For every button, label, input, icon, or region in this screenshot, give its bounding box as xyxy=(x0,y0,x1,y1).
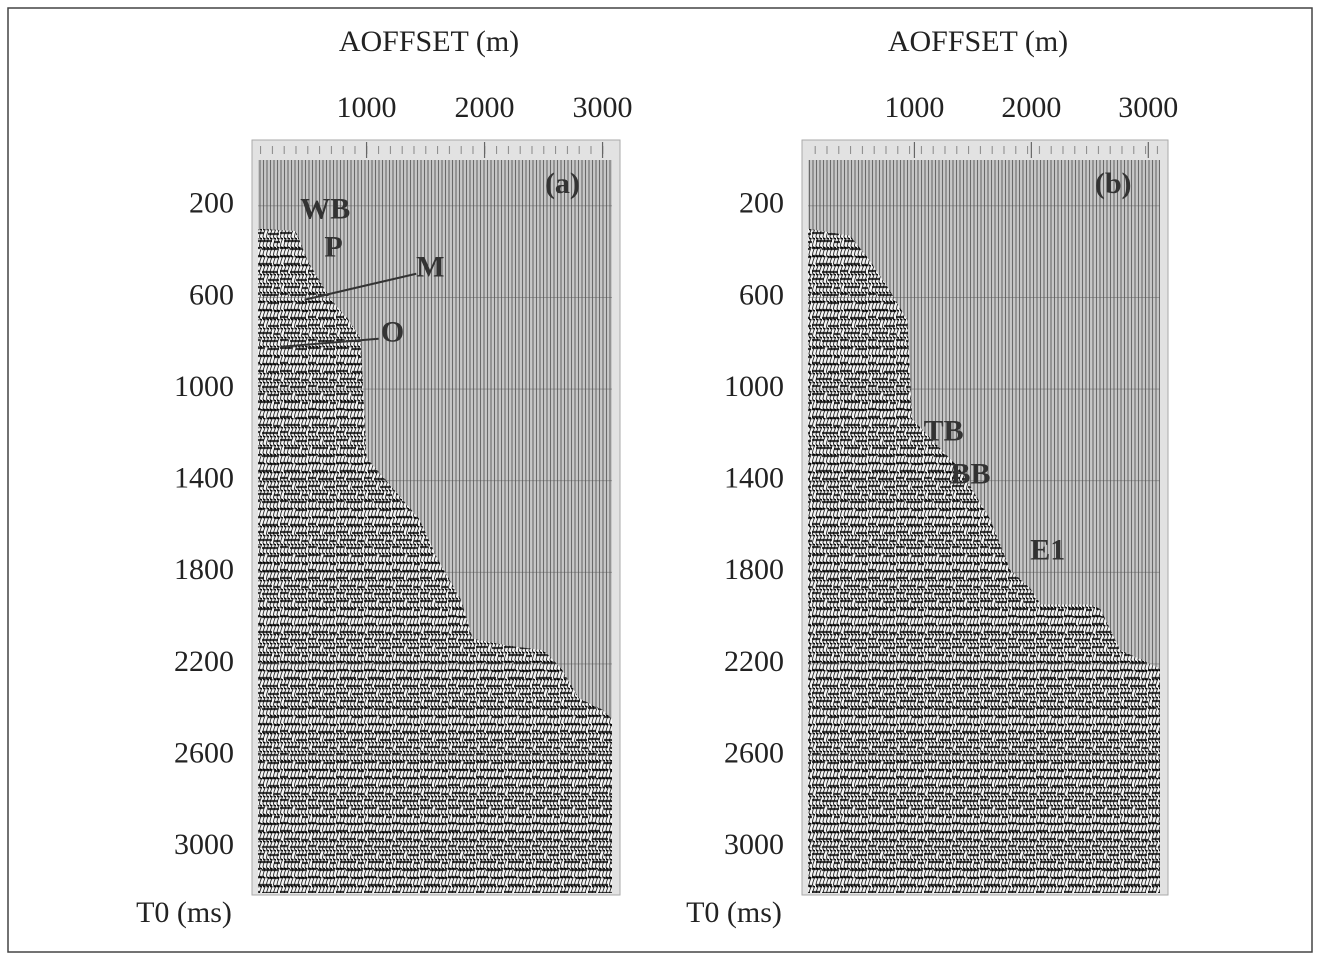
annotation: TB xyxy=(924,414,964,447)
y-tick-label: 1800 xyxy=(174,553,234,586)
y-tick-label: 200 xyxy=(189,187,234,220)
panel: 200 600 1000 1400 1800 2200 2600 3000 1000 2000 30… xyxy=(686,25,1178,929)
panel: 200 600 1000 1400 1800 2200 2600 3000 1000 2000 30… xyxy=(136,25,632,929)
y-tick-label: 200 xyxy=(739,187,784,220)
minor-ticks xyxy=(258,140,612,160)
y-tick-label: 3000 xyxy=(724,828,784,861)
annotation-arrow xyxy=(304,272,417,301)
x-axis-title: AOFFSET (m) xyxy=(339,25,519,58)
y-tick-label: 2600 xyxy=(174,736,234,769)
y-tick-label: 600 xyxy=(189,278,234,311)
y-tick-label: 2200 xyxy=(174,645,234,678)
x-axis-title: AOFFSET (m) xyxy=(888,25,1068,58)
y-tick-label: 2600 xyxy=(724,736,784,769)
x-tick-label: 1000 xyxy=(884,91,944,124)
annotation: (a) xyxy=(545,167,580,200)
annotation: BB xyxy=(951,457,991,490)
y-axis-title: T0 (ms) xyxy=(136,896,232,929)
y-tick-label: 1400 xyxy=(174,462,234,495)
annotation: E1 xyxy=(1030,533,1065,566)
x-tick-label: 2000 xyxy=(1001,91,1061,124)
x-tick-label: 2000 xyxy=(455,91,515,124)
x-tick-label: 1000 xyxy=(337,91,397,124)
y-tick-label: 600 xyxy=(739,278,784,311)
y-tick-label: 1000 xyxy=(174,370,234,403)
annotation: WB xyxy=(300,193,350,226)
frame xyxy=(7,7,1313,953)
y-axis-title: T0 (ms) xyxy=(686,896,782,929)
y-tick-label: 1400 xyxy=(724,462,784,495)
y-tick-label: 2200 xyxy=(724,645,784,678)
reflection-events xyxy=(258,228,612,893)
annotation: M xyxy=(416,251,444,284)
y-tick-label: 3000 xyxy=(174,828,234,861)
annotation: O xyxy=(381,316,404,349)
x-tick-label: 3000 xyxy=(1118,91,1178,124)
y-tick-label: 1000 xyxy=(724,370,784,403)
annotation: (b) xyxy=(1095,167,1132,200)
x-tick-label: 3000 xyxy=(573,91,633,124)
annotation-arrow xyxy=(281,337,379,348)
annotation: P xyxy=(324,231,342,264)
minor-ticks xyxy=(808,140,1160,160)
y-tick-label: 1800 xyxy=(724,553,784,586)
reflection-events xyxy=(808,228,1160,893)
